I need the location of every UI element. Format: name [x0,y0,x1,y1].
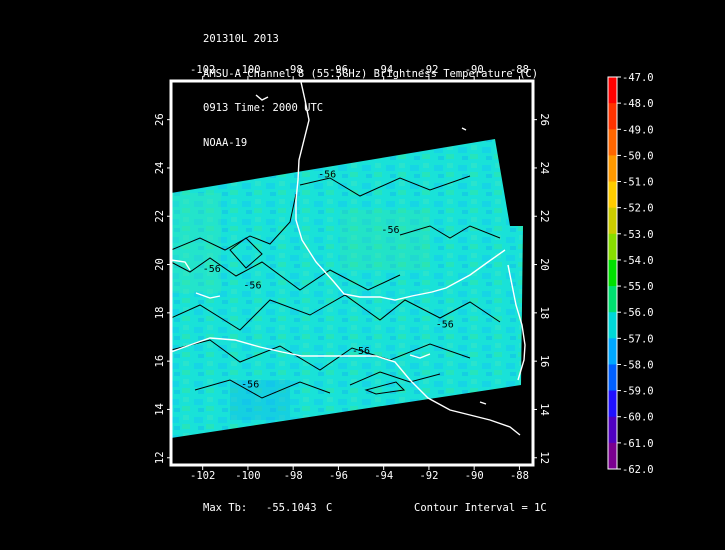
temperature-colorbar: -47.0 -48.0 -49.0 -50.0 -51.0 -52.0 -53.0 -54.0… [607,72,654,476]
lat-tick-label-left: 26 [154,113,166,126]
lat-tick-label-left: 16 [154,355,166,368]
colorbar-label: -58.0 [622,359,654,371]
lon-tick-label-top: -98 [284,64,303,76]
contour-value-label: -56 [381,225,399,236]
colorbar-segment [608,312,617,339]
lat-tick-label-right: 16 [538,355,550,368]
max-tb-unit: C [326,502,333,514]
colorbar-label: -48.0 [622,98,654,110]
lat-tick-label-right: 26 [538,113,550,126]
contour-value-label: -56 [436,319,454,330]
lon-tick-label-top: -102 [190,64,215,76]
colorbar-segment [608,286,617,313]
satellite-swath [171,139,523,438]
colorbar-label: -61.0 [622,438,654,450]
max-tb-label: Max Tb: [203,502,248,514]
lon-tick-label-bottom: -100 [235,470,260,482]
coastlines [171,81,526,436]
colorbar-label: -60.0 [622,412,654,424]
lat-tick-label-left: 24 [154,162,166,175]
lat-tick-label-left: 12 [154,451,166,464]
contour-value-label: -56 [243,281,261,292]
contour-value-label: -56 [352,346,370,357]
chart-title-block: 201310L 2013 AMSU-A Channel 8 (55.5GHz) … [203,11,538,161]
colorbar-label: -50.0 [622,150,654,162]
lat-tick-label-left: 18 [154,307,166,320]
colorbar-outline [607,76,618,470]
max-tb-value: -55.1043 [266,502,317,514]
colorbar-segment [608,338,617,365]
lon-tick-label-top: -96 [329,64,348,76]
lon-tick-label-top: -90 [465,64,484,76]
colorbar-segment [608,77,617,104]
colorbar-segment [608,364,617,392]
colorbar-segment [608,181,617,209]
contour-value-label: -56 [241,380,259,391]
colorbar-label: -53.0 [622,229,654,241]
colorbar-label: -59.0 [622,386,654,398]
colorbar-segment [608,207,617,235]
map-plot-area: -56 -56 -56 -56 -56 -56 -56 [171,81,526,438]
lat-tick-label-left: 14 [154,403,166,416]
lon-tick-label-top: -94 [374,64,393,76]
colorbar-segment [608,103,617,130]
colorbar-segment [608,259,617,287]
lon-tick-label-top: -100 [235,64,260,76]
lon-tick-label-bottom: -92 [419,470,438,482]
lat-tick-label-left: 20 [154,258,166,271]
colorbar-label: -47.0 [622,72,654,84]
lat-tick-label-right: 12 [538,451,550,464]
colorbar-label: -56.0 [622,307,654,319]
lat-tick-label-right: 22 [538,210,550,223]
colorbar-segment [608,416,617,444]
colorbar-label: -49.0 [622,124,654,136]
title-storm-id: 201310L 2013 [203,33,279,45]
title-satellite: NOAA-19 [203,136,248,149]
lon-tick-label-bottom: -98 [284,470,303,482]
lon-tick-label-bottom: -96 [329,470,348,482]
title-time: 0913 Time: 2000 UTC [203,102,324,114]
colorbar-label: -62.0 [622,464,654,476]
lat-tick-label-left: 22 [154,210,166,223]
lon-tick-label-top: -88 [510,64,529,76]
colorbar-segment [608,442,617,470]
lon-tick-label-bottom: -88 [510,470,529,482]
colorbar-label: -55.0 [622,281,654,293]
contour-value-label: -56 [203,264,221,275]
map-frame [169,79,535,467]
title-channel: AMSU-A Channel 8 (55.5GHz) Brightness Te… [203,67,539,80]
lon-tick-label-top: -92 [419,64,438,76]
lon-tick-label-bottom: -94 [374,470,393,482]
lat-tick-label-right: 20 [538,258,550,271]
colorbar-label: -57.0 [622,333,654,345]
axis-ticks: -102 -102 -100 -100 -98 -98 -96 -96 -94 -94 -92 -92… [154,64,550,482]
colorbar-label: -51.0 [622,177,654,189]
lon-tick-label-bottom: -90 [465,470,484,482]
colorbar-segment [608,390,617,418]
lat-tick-label-right: 14 [538,403,550,416]
lat-tick-label-right: 18 [538,307,550,320]
colorbar-segment [608,233,617,261]
lon-tick-label-bottom: -102 [190,470,215,482]
contour-lines [171,175,501,399]
colorbar-segment [608,129,617,156]
lat-tick-label-right: 24 [538,162,550,175]
contour-value-label: -56 [318,170,336,181]
colorbar-label: -54.0 [622,255,654,267]
colorbar-segment [608,155,617,183]
contour-labels: -56 -56 -56 -56 -56 -56 -56 [203,170,454,391]
contour-interval: Contour Interval = 1C [414,502,547,514]
colorbar-label: -52.0 [622,203,654,215]
